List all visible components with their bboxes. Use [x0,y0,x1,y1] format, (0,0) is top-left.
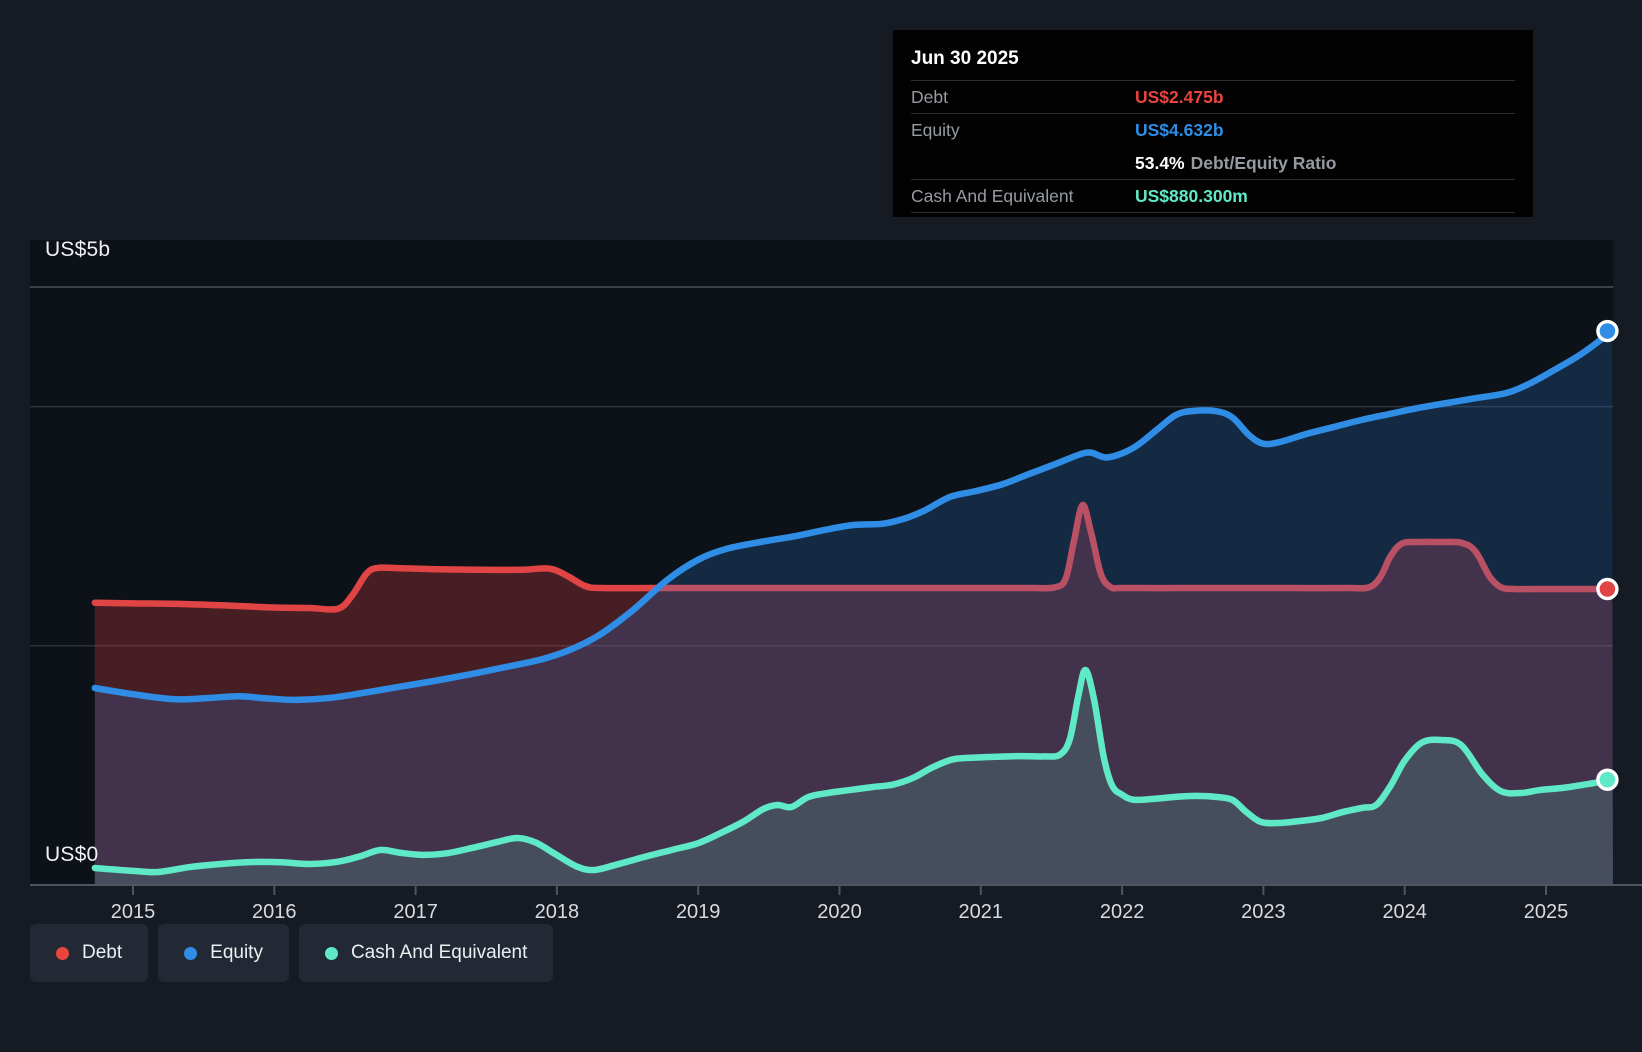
legend-cash-label: Cash And Equivalent [350,942,528,963]
chart-legend: Debt Equity Cash And Equivalent [30,924,554,982]
marker-debt[interactable] [1596,577,1619,601]
tooltip-debt-label: Debt [911,86,948,107]
legend-item-equity[interactable]: Equity [158,924,289,982]
legend-debt-label: Debt [82,942,123,963]
area-debt [94,504,1613,885]
tooltip-row-ratio: 53.4% Debt/Equity Ratio [911,147,1515,180]
y-axis-max-label: US$5b [45,238,111,261]
marker-cash-and-equivalent[interactable] [1596,768,1619,791]
tooltip-cash-value: US$880.300m [1135,185,1248,206]
x-tick-label-2021: 2021 [959,901,1004,923]
tooltip-date: Jun 30 2025 [911,40,1515,81]
debt-dot-icon [56,946,69,960]
tooltip-equity-label: Equity [911,120,960,140]
x-tick-label-2018: 2018 [535,901,580,923]
plot-background [30,240,1613,885]
legend-item-cash[interactable]: Cash And Equivalent [298,924,554,982]
tooltip-row-debt: Debt US$2.475b [911,81,1515,114]
tooltip-cash-label: Cash And Equivalent [911,185,1074,206]
x-tick-label-2020: 2020 [817,901,862,923]
x-tick-label-2016: 2016 [252,901,297,923]
tooltip-ratio-value: 53.4% [1135,152,1185,173]
tooltip-ratio: 53.4% Debt/Equity Ratio [1135,153,1515,174]
tooltip-debt-value: US$2.475b [1135,86,1224,107]
x-tick-label-2023: 2023 [1241,901,1286,923]
tooltip-ratio-label: Debt/Equity Ratio [1190,152,1337,173]
line-debt [91,501,1616,613]
line-equity [91,327,1616,704]
x-tick-label-2017: 2017 [393,901,438,923]
legend-equity-label: Equity [210,942,263,963]
x-tick-label-2025: 2025 [1524,901,1569,923]
tooltip-row-cash: Cash And Equivalent US$880.300m [911,180,1515,213]
tooltip-row-equity: Equity US$4.632b [911,114,1515,147]
chart-tooltip: Jun 30 2025 Debt US$2.475b Equity US$4.6… [893,30,1533,217]
x-tick-label-2024: 2024 [1382,901,1427,923]
x-tick-label-2022: 2022 [1100,901,1145,923]
line-cash-and-equivalent [91,666,1616,876]
legend-item-debt[interactable]: Debt [30,924,149,982]
marker-equity[interactable] [1596,319,1619,343]
area-equity [94,331,1613,885]
equity-dot-icon [184,946,198,960]
x-tick-label-2019: 2019 [676,901,721,923]
cash-dot-icon [324,946,338,960]
tooltip-equity-value: US$4.632b [1135,120,1224,140]
x-tick-label-2015: 2015 [111,901,156,923]
area-cash-and-equivalent [94,669,1613,885]
y-axis-zero-label: US$0 [45,843,99,866]
